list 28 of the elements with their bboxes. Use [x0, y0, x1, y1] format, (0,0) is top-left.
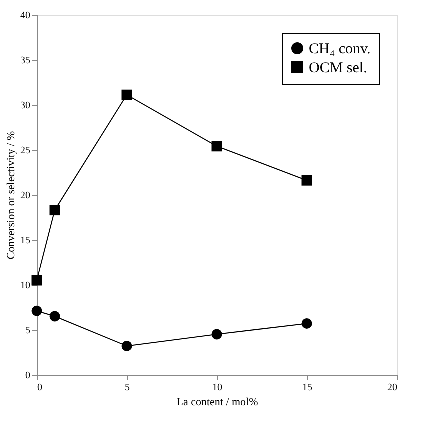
y-tick-label: 5: [26, 326, 30, 336]
y-tick-label: 40: [20, 10, 30, 22]
y-tick-label: 30: [20, 100, 30, 112]
legend-label: OCM sel.: [309, 60, 368, 76]
legend-label: CH₄ conv.: [309, 42, 371, 58]
y-tick-label: 20: [20, 190, 30, 202]
y-tick-label: 0: [26, 370, 30, 382]
point: [212, 329, 222, 340]
point: [50, 205, 60, 216]
point: [50, 311, 60, 322]
x-tick-label: 10: [212, 382, 222, 394]
point: [302, 175, 312, 186]
x-tick-label: 5: [125, 382, 130, 394]
point: [32, 306, 42, 316]
point: [122, 90, 132, 100]
y-tick-label: 25: [20, 146, 30, 156]
point: [32, 275, 42, 286]
x-tick-label: 0: [38, 382, 42, 394]
y-tick-label: 10: [20, 280, 30, 292]
y-tick-label: 15: [20, 236, 30, 246]
x-tick-label: 20: [388, 382, 398, 394]
point: [212, 141, 222, 152]
point: [122, 340, 132, 352]
x-axis-title: La content / mol%: [176, 396, 258, 408]
x-tick-label: 15: [302, 382, 312, 394]
y-axis-title: Conversion or selectivity / %: [6, 131, 18, 260]
point: [302, 318, 312, 329]
y-tick-label: 35: [20, 56, 30, 66]
